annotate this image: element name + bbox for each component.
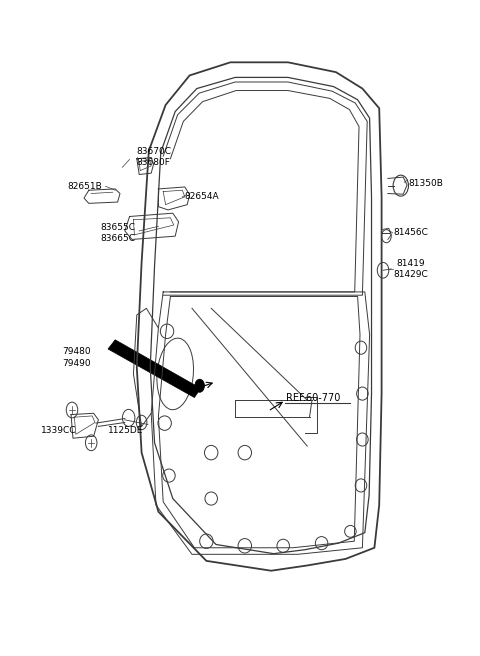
Circle shape [122,409,135,426]
Circle shape [382,230,391,243]
Ellipse shape [160,324,174,338]
Ellipse shape [355,479,367,492]
Ellipse shape [204,445,218,460]
Circle shape [85,435,97,451]
Circle shape [393,175,408,196]
Ellipse shape [158,416,171,430]
Ellipse shape [238,445,252,460]
Ellipse shape [205,492,217,505]
Text: 83670C
83680F: 83670C 83680F [136,148,171,167]
Text: 83655C
83665C: 83655C 83665C [101,223,136,243]
Ellipse shape [157,338,193,410]
Text: 81456C: 81456C [394,228,429,237]
Ellipse shape [357,433,368,446]
Ellipse shape [160,366,174,382]
Text: 82654A: 82654A [185,192,219,201]
Text: 1125DE: 1125DE [108,426,144,436]
Text: 79480
79490: 79480 79490 [62,348,91,367]
Ellipse shape [200,534,213,548]
Circle shape [66,402,78,418]
Polygon shape [108,340,201,398]
Circle shape [195,379,204,392]
Text: 81419
81429C: 81419 81429C [394,259,428,279]
Text: 1339CC: 1339CC [41,426,76,436]
Text: 82651B: 82651B [67,182,102,192]
Ellipse shape [163,469,175,482]
Ellipse shape [357,387,368,400]
Ellipse shape [238,539,252,553]
Ellipse shape [345,525,356,537]
Ellipse shape [355,341,367,354]
Circle shape [136,415,147,430]
Ellipse shape [277,539,289,552]
Ellipse shape [315,537,328,550]
Text: 81350B: 81350B [408,179,443,188]
Text: REF.60-770: REF.60-770 [286,393,340,403]
Circle shape [377,262,389,278]
